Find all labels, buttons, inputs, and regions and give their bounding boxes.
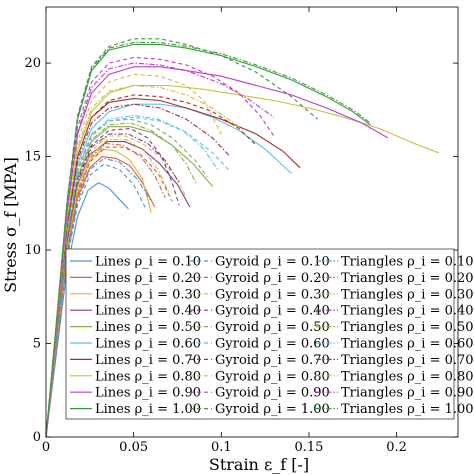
x-tick-label: 0.15 [295, 440, 324, 455]
legend-entry: Gyroid ρ_i = 0.20 [215, 271, 330, 286]
y-tick-label: 15 [24, 150, 41, 165]
legend-entry: Triangles ρ_i = 0.30 [341, 287, 474, 302]
series-line-lines-010 [45, 182, 129, 438]
y-tick-label: 0 [33, 430, 41, 445]
legend-entry: Gyroid ρ_i = 0.70 [215, 353, 330, 368]
legend-entry: Triangles ρ_i = 0.10 [341, 255, 474, 270]
legend-entry: Gyroid ρ_i = 0.30 [215, 287, 330, 302]
series-line-triangles-050 [45, 122, 198, 438]
series-line-lines-090 [45, 66, 389, 438]
y-tick-label: 20 [24, 56, 41, 71]
series-line-triangles-010 [45, 157, 152, 438]
legend-entry: Gyroid ρ_i = 0.10 [215, 255, 330, 270]
legend-entry: Triangles ρ_i = 0.80 [341, 369, 474, 384]
legend-entry: Gyroid ρ_i = 0.90 [215, 386, 330, 401]
series-line-triangles-070 [45, 103, 231, 438]
legend-entry: Triangles ρ_i = 0.60 [341, 337, 474, 352]
series-line-triangles-090 [45, 62, 275, 438]
x-tick-label: 0.05 [119, 440, 148, 455]
series-line-lines-050 [45, 126, 214, 438]
legend-entry: Gyroid ρ_i = 1.00 [215, 402, 330, 417]
axes: 0 0.05 0.1 0.15 0.2 0 5 10 15 20 [24, 6, 459, 455]
series-line-gyroid-020 [45, 146, 173, 438]
series-line-triangles-080 [45, 84, 240, 438]
x-tick-label: 0.2 [386, 440, 407, 455]
y-tick-label: 10 [24, 243, 41, 258]
plot-area [45, 38, 439, 438]
legend-entry: Triangles ρ_i = 0.40 [341, 304, 474, 319]
legend-entry: Lines ρ_i = 0.60 [95, 337, 201, 352]
y-tick-label: 5 [33, 337, 41, 352]
legend-entry: Triangles ρ_i = 0.70 [341, 353, 474, 368]
legend-entry: Lines ρ_i = 0.40 [95, 304, 201, 319]
legend-box [65, 248, 455, 420]
series-line-triangles-100 [45, 41, 371, 438]
legend-entry: Gyroid ρ_i = 0.80 [215, 369, 330, 384]
plot-frame [45, 6, 459, 438]
legend-entry: Lines ρ_i = 0.10 [95, 255, 201, 270]
legend-entry: Triangles ρ_i = 0.90 [341, 386, 474, 401]
series-line-gyroid-090 [45, 56, 275, 438]
legend-entry: Triangles ρ_i = 1.00 [341, 402, 474, 417]
legend-entry: Lines ρ_i = 0.20 [95, 271, 201, 286]
legend-entry: Triangles ρ_i = 0.50 [341, 320, 474, 335]
legend-entry: Triangles ρ_i = 0.20 [341, 271, 474, 286]
legend-entry: Lines ρ_i = 0.50 [95, 320, 201, 335]
legend-entry: Lines ρ_i = 0.80 [95, 369, 201, 384]
series-line-triangles-030 [45, 139, 170, 438]
y-axis-label: Stress σ_f [MPA] [1, 157, 20, 293]
x-tick-label: 0 [42, 440, 50, 455]
x-axis-label: Strain ε_f [-] [209, 455, 309, 474]
series-line-gyroid-070 [45, 94, 257, 438]
legend-entry: Gyroid ρ_i = 0.50 [215, 320, 330, 335]
legend-entry: Gyroid ρ_i = 0.40 [215, 304, 330, 319]
x-tick-label: 0.1 [211, 440, 232, 455]
series-line-gyroid-100 [45, 38, 319, 438]
legend-entry: Lines ρ_i = 0.70 [95, 353, 201, 368]
series-line-gyroid-060 [45, 116, 231, 438]
legend-entry: Lines ρ_i = 1.00 [95, 402, 201, 417]
series-line-gyroid-030 [45, 135, 187, 438]
legend-entry: Lines ρ_i = 0.90 [95, 386, 201, 401]
legend-entry: Gyroid ρ_i = 0.60 [215, 337, 330, 352]
legend-entry: Lines ρ_i = 0.30 [95, 287, 201, 302]
